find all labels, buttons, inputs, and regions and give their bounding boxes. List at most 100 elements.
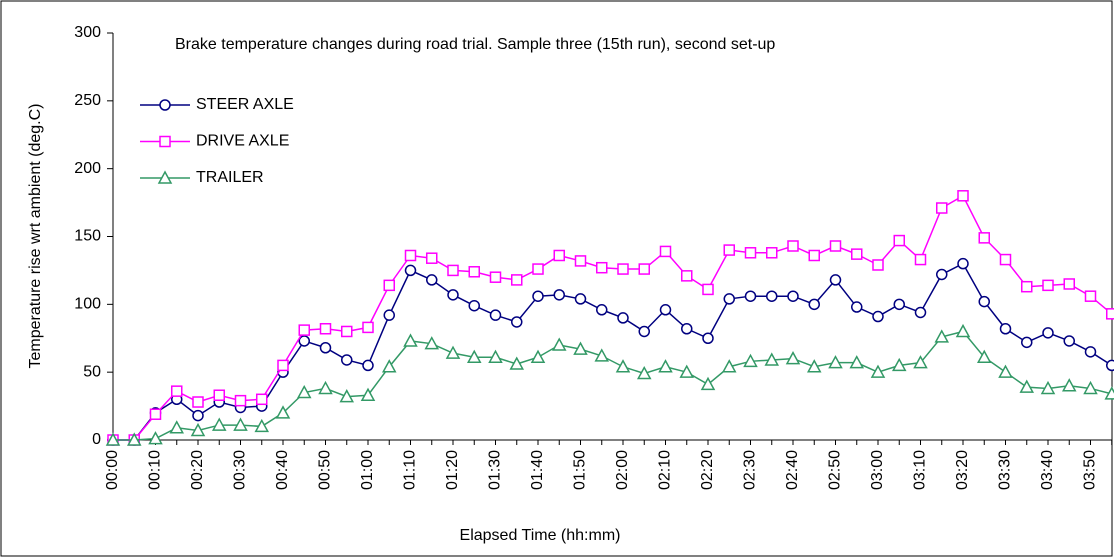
data-point: [511, 316, 523, 328]
data-point: [976, 349, 992, 363]
data-point: [341, 354, 353, 366]
x-tick-label: 01:50: [572, 450, 589, 490]
data-point: [192, 396, 204, 408]
data-point: [574, 293, 587, 305]
x-tick-label: 00:10: [147, 450, 164, 490]
data-point: [530, 349, 546, 363]
data-point: [1106, 308, 1114, 320]
data-point: [319, 341, 332, 354]
data-point: [849, 355, 865, 369]
data-point: [658, 359, 673, 373]
data-point: [1106, 359, 1114, 372]
data-point: [468, 299, 480, 312]
data-point: [447, 289, 459, 301]
data-point: [851, 248, 863, 260]
data-point: [233, 417, 248, 431]
data-point: [893, 234, 905, 247]
data-point: [787, 240, 799, 252]
x-tick-label: 02:20: [699, 450, 716, 490]
x-tick-label: 01:40: [529, 450, 546, 490]
data-point: [617, 263, 629, 275]
data-point: [596, 261, 608, 274]
x-tick-label: 03:40: [1039, 450, 1056, 490]
data-point: [551, 337, 567, 351]
data-point: [341, 325, 353, 338]
data-point: [171, 385, 183, 397]
x-tick-label: 00:30: [232, 450, 249, 490]
data-point: [319, 323, 332, 335]
legend-marker: [159, 99, 171, 111]
data-point: [978, 232, 990, 244]
data-point: [192, 409, 204, 422]
legend-marker: [159, 135, 171, 148]
chart-title: Brake temperature changes during road tr…: [175, 36, 775, 53]
data-point: [872, 259, 884, 271]
data-point: [1063, 335, 1075, 347]
y-tick-label: 250: [74, 92, 101, 109]
data-point: [617, 312, 629, 324]
data-point: [764, 352, 780, 366]
data-point: [277, 359, 289, 372]
legend-label: STEER AXLE: [196, 96, 294, 113]
data-point: [615, 359, 631, 373]
data-point: [978, 295, 990, 308]
data-point: [426, 252, 438, 264]
data-point: [404, 249, 417, 262]
x-tick-label: 03:20: [954, 450, 971, 490]
legend-label: DRIVE AXLE: [196, 133, 289, 150]
data-point: [488, 349, 503, 363]
data-point: [638, 263, 650, 275]
data-point: [362, 359, 374, 372]
data-point: [339, 389, 355, 403]
data-point: [298, 335, 310, 347]
x-axis-label: Elapsed Time (hh:mm): [460, 527, 621, 544]
y-tick-label: 0: [92, 431, 101, 448]
data-point: [936, 268, 948, 281]
data-point: [999, 253, 1012, 266]
data-point: [891, 357, 907, 372]
data-point: [659, 304, 672, 316]
data-point: [957, 257, 969, 270]
data-point: [1063, 278, 1075, 290]
data-point: [126, 432, 142, 446]
data-point: [828, 355, 843, 369]
data-point: [403, 333, 418, 347]
x-tick-label: 01:00: [359, 450, 376, 490]
data-point: [723, 244, 735, 256]
data-point: [424, 336, 440, 350]
data-point: [190, 422, 206, 437]
data-point: [489, 271, 502, 283]
data-point: [1084, 290, 1097, 302]
data-point: [743, 353, 758, 368]
data-point: [766, 247, 778, 259]
data-point: [275, 405, 291, 419]
legend-label: TRAILER: [196, 169, 264, 186]
data-point: [659, 245, 672, 258]
data-point: [553, 249, 565, 262]
data-point: [466, 349, 482, 363]
data-point: [254, 418, 270, 433]
data-point: [573, 341, 588, 355]
data-point: [383, 309, 395, 321]
data-point: [955, 323, 971, 338]
x-tick-label: 03:30: [997, 450, 1014, 490]
data-point: [404, 264, 417, 277]
x-tick-label: 02:10: [657, 450, 674, 490]
data-point: [1042, 327, 1054, 339]
data-point: [934, 329, 950, 343]
x-tick-label: 02:50: [827, 450, 844, 490]
y-tick-label: 300: [74, 24, 101, 41]
data-point: [211, 417, 227, 431]
data-point: [234, 394, 247, 407]
data-point: [785, 351, 801, 365]
data-point: [1084, 346, 1097, 358]
data-point: [702, 283, 714, 296]
data-point: [914, 253, 927, 266]
data-point: [489, 309, 502, 321]
data-point: [957, 190, 969, 202]
data-point: [105, 432, 121, 446]
data-point: [872, 310, 884, 323]
data-point: [169, 420, 185, 434]
